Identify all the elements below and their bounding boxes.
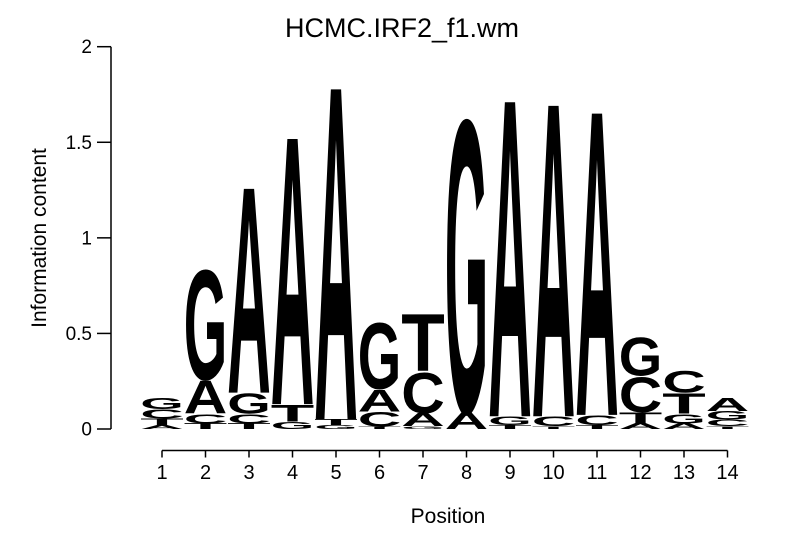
x-axis: 1 2 3 4 5 6 7 8 9 10 11 12 13 14: [156, 449, 739, 484]
logo-letter-T-pos13: T: [662, 388, 706, 420]
x-tick-label: 6: [374, 462, 385, 484]
logo-letter-A-pos6: A: [358, 384, 402, 419]
logo-letter-T-pos4: T: [271, 400, 315, 426]
logo-letter-C-pos10: C: [532, 414, 576, 429]
logo-letter-A-pos10: A: [532, 8, 576, 512]
y-axis-title: Information content: [28, 148, 51, 328]
logo-letter-G-pos9: G: [488, 414, 532, 427]
logo-letter-C-pos3: C: [227, 411, 271, 426]
x-tick-label: 7: [417, 462, 428, 484]
logo-letter-T-pos1: T: [140, 417, 184, 427]
logo-letter-C-pos11: C: [575, 413, 619, 428]
x-axis-title: Position: [411, 505, 486, 528]
logo-letter-A-pos2: A: [184, 371, 228, 424]
logo-letter-T-pos14: T: [706, 425, 750, 429]
logo-letter-T-pos7: T: [401, 297, 445, 388]
y-axis: 0 0.5 1 1.5 2: [66, 37, 112, 441]
chart-title: HCMC.IRF2_f1.wm: [285, 13, 519, 43]
logo-letter-T-pos5: T: [314, 418, 358, 427]
logo-letter-T-pos11: T: [575, 424, 619, 431]
x-tick-label: 3: [243, 462, 254, 484]
logo-letter-T-pos6: T: [358, 426, 402, 430]
x-tick-label: 4: [287, 462, 298, 484]
logo-letter-G-pos1: G: [140, 394, 184, 412]
logo-letter-G-pos13: G: [662, 411, 706, 426]
logo-letter-A-pos8: A: [445, 408, 489, 434]
y-tick-label: 0: [81, 420, 92, 441]
logo-letter-A-pos7: A: [401, 410, 445, 430]
logo-letter-C-pos12: C: [619, 367, 663, 422]
logo-letter-A-pos11: A: [575, 18, 619, 508]
y-tick-label: 0.5: [66, 324, 92, 345]
logo-letter-C-pos14: C: [706, 418, 750, 428]
logo-letter-T-pos12: T: [619, 409, 663, 427]
x-tick-label: 13: [673, 462, 695, 484]
logo-letter-C-pos7: C: [401, 361, 445, 425]
x-tick-label: 12: [629, 462, 651, 484]
logo-letter-G-pos7: G: [401, 425, 445, 429]
logo-letter-G-pos4: G: [271, 419, 315, 431]
logo-letter-A-pos3: A: [227, 124, 271, 456]
x-tick-label: 2: [200, 462, 211, 484]
logo-letter-G-pos14: G: [706, 409, 750, 422]
logo-letter-G-pos12: G: [619, 326, 663, 388]
logo-letter-C-pos13: C: [662, 365, 706, 400]
x-tick-label: 1: [156, 462, 167, 484]
logo-letter-G-pos6: G: [358, 302, 402, 409]
x-tick-label: 5: [330, 462, 341, 484]
x-tick-label: 10: [542, 462, 564, 484]
logo-letter-G-pos5: G: [314, 424, 358, 430]
logo-letter-A-pos5: A: [314, 0, 358, 522]
logo-letter-T-pos2: T: [184, 422, 228, 431]
logo-letter-G-pos2: G: [184, 239, 228, 413]
x-tick-label: 14: [716, 462, 738, 484]
logo-letter-A-pos13: A: [662, 422, 706, 431]
x-tick-label: 9: [504, 462, 515, 484]
logo-letter-A-pos12: A: [619, 422, 663, 431]
x-tick-label: 8: [461, 462, 472, 484]
logo-letter-A-pos9: A: [488, 4, 532, 514]
logo-letter-C-pos6: C: [358, 408, 402, 431]
logo-letter-T-pos3: T: [227, 422, 271, 431]
x-tick-label: 11: [587, 462, 608, 484]
logo-letter-A-pos14: A: [706, 395, 750, 415]
logo-letter-G-pos8: G: [445, 33, 489, 501]
logo-letter-C-pos1: C: [140, 407, 184, 422]
y-tick-label: 1: [81, 228, 92, 249]
logo-letter-T-pos10: T: [532, 425, 576, 429]
y-tick-label: 1.5: [66, 133, 92, 154]
logo-letter-C-pos2: C: [184, 411, 228, 426]
logo-letter-T-pos9: T: [488, 424, 532, 431]
logo-letter-G-pos3: G: [227, 388, 271, 420]
logo-letter-A-pos4: A: [271, 57, 315, 487]
y-tick-label: 2: [81, 37, 92, 58]
logo-letter-A-pos1: A: [140, 424, 184, 430]
